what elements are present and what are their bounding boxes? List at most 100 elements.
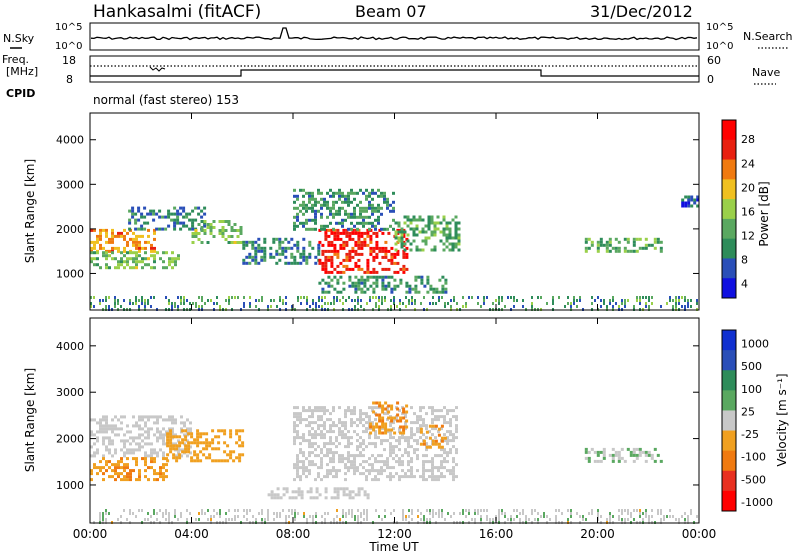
heatmap-cell xyxy=(414,299,416,302)
heatmap-cell xyxy=(528,518,530,521)
heatmap-cell xyxy=(128,218,132,222)
heatmap-cell xyxy=(227,241,231,244)
heatmap-cell xyxy=(371,469,374,473)
heatmap-cell xyxy=(696,515,698,518)
heatmap-cell xyxy=(99,243,102,247)
heatmap-cell xyxy=(132,240,135,244)
heatmap-cell xyxy=(90,302,92,305)
heatmap-cell xyxy=(336,490,340,494)
heatmap-cell xyxy=(593,459,597,463)
heatmap-cell xyxy=(480,509,482,512)
heatmap-cell xyxy=(433,245,437,249)
heatmap-cell xyxy=(305,469,308,473)
heatmap-cell xyxy=(348,249,352,253)
heatmap-cell xyxy=(123,466,126,470)
heatmap-cell xyxy=(375,246,379,250)
heatmap-cell xyxy=(398,436,401,440)
heatmap-cell xyxy=(162,418,165,422)
heatmap-cell xyxy=(180,512,182,515)
heatmap-cell xyxy=(437,454,440,458)
heatmap-cell xyxy=(273,299,275,302)
heatmap-cell xyxy=(117,427,120,431)
heatmap-cell xyxy=(369,284,373,288)
heatmap-cell xyxy=(653,237,657,241)
heatmap-cell xyxy=(123,234,126,238)
heatmap-cell xyxy=(296,218,299,222)
heatmap-cell xyxy=(239,229,243,232)
heatmap-cell xyxy=(144,463,147,467)
heatmap-cell xyxy=(348,234,352,238)
heatmap-cell xyxy=(193,453,197,457)
heatmap-cell xyxy=(390,512,392,515)
heatmap-cell xyxy=(209,223,213,226)
heatmap-cell xyxy=(168,260,171,264)
heatmap-cell xyxy=(147,234,150,238)
heatmap-cell xyxy=(635,249,639,253)
xtick-label: 00:00 xyxy=(682,527,717,541)
heatmap-cell xyxy=(111,463,114,467)
heatmap-cell xyxy=(267,515,269,518)
heatmap-cell xyxy=(305,209,308,213)
heatmap-cell xyxy=(552,299,554,302)
heatmap-cell xyxy=(187,447,191,451)
heatmap-cell xyxy=(196,441,200,445)
heatmap-cell xyxy=(365,221,368,225)
heatmap-cell xyxy=(648,299,650,302)
heatmap-cell xyxy=(302,224,305,228)
heatmap-cell xyxy=(477,296,479,299)
heatmap-cell xyxy=(206,241,210,244)
heatmap-cell xyxy=(117,266,120,270)
heatmap-cell xyxy=(114,424,117,428)
heatmap-cell xyxy=(386,200,389,204)
heatmap-cell xyxy=(375,422,379,426)
freq-label-1: Freq. xyxy=(2,53,29,66)
heatmap-cell xyxy=(393,509,395,512)
heatmap-cell xyxy=(405,246,409,250)
heatmap-cell xyxy=(186,454,189,458)
heatmap-cell xyxy=(338,191,341,195)
heatmap-cell xyxy=(438,509,440,512)
heatmap-cell xyxy=(180,448,183,452)
heatmap-cell xyxy=(397,221,401,225)
heatmap-cell xyxy=(380,206,383,210)
heatmap-cell xyxy=(681,204,685,208)
heatmap-cell xyxy=(630,515,632,518)
heatmap-cell xyxy=(114,415,117,419)
heatmap-cell xyxy=(359,409,362,413)
heatmap-cell xyxy=(374,206,377,210)
heatmap-cell xyxy=(171,260,174,264)
heatmap-cell xyxy=(444,518,446,521)
heatmap-cell xyxy=(105,266,108,270)
heatmap-cell xyxy=(156,451,159,455)
heatmap-cell xyxy=(105,263,108,267)
heatmap-cell xyxy=(299,203,302,207)
heatmap-cell xyxy=(93,418,96,422)
heatmap-cell xyxy=(420,518,422,521)
heatmap-cell xyxy=(426,275,430,279)
heatmap-cell xyxy=(152,209,156,213)
heatmap-cell xyxy=(623,237,627,241)
heatmap-cell xyxy=(180,421,183,425)
heatmap-cell xyxy=(238,429,242,433)
heatmap-cell xyxy=(423,515,425,518)
heatmap-cell xyxy=(108,427,111,431)
heatmap-cell xyxy=(211,459,215,463)
heatmap-cell xyxy=(329,442,332,446)
heatmap-cell xyxy=(126,448,129,452)
heatmap-cell xyxy=(171,427,174,431)
heatmap-cell xyxy=(386,460,389,464)
heatmap-cell xyxy=(612,305,614,308)
heatmap-cell xyxy=(431,418,434,422)
heatmap-cell xyxy=(449,430,452,434)
heatmap-cell xyxy=(153,448,156,452)
heatmap-cell xyxy=(344,427,347,431)
heatmap-cell xyxy=(208,444,212,448)
heatmap-cell xyxy=(368,206,371,210)
heatmap-cell xyxy=(165,266,168,270)
heatmap-cell xyxy=(351,515,353,518)
heatmap-cell xyxy=(105,424,108,428)
heatmap-cell xyxy=(457,221,461,225)
heatmap-cell xyxy=(332,203,335,207)
heatmap-cell xyxy=(457,227,461,231)
heatmap-cell xyxy=(357,267,361,271)
